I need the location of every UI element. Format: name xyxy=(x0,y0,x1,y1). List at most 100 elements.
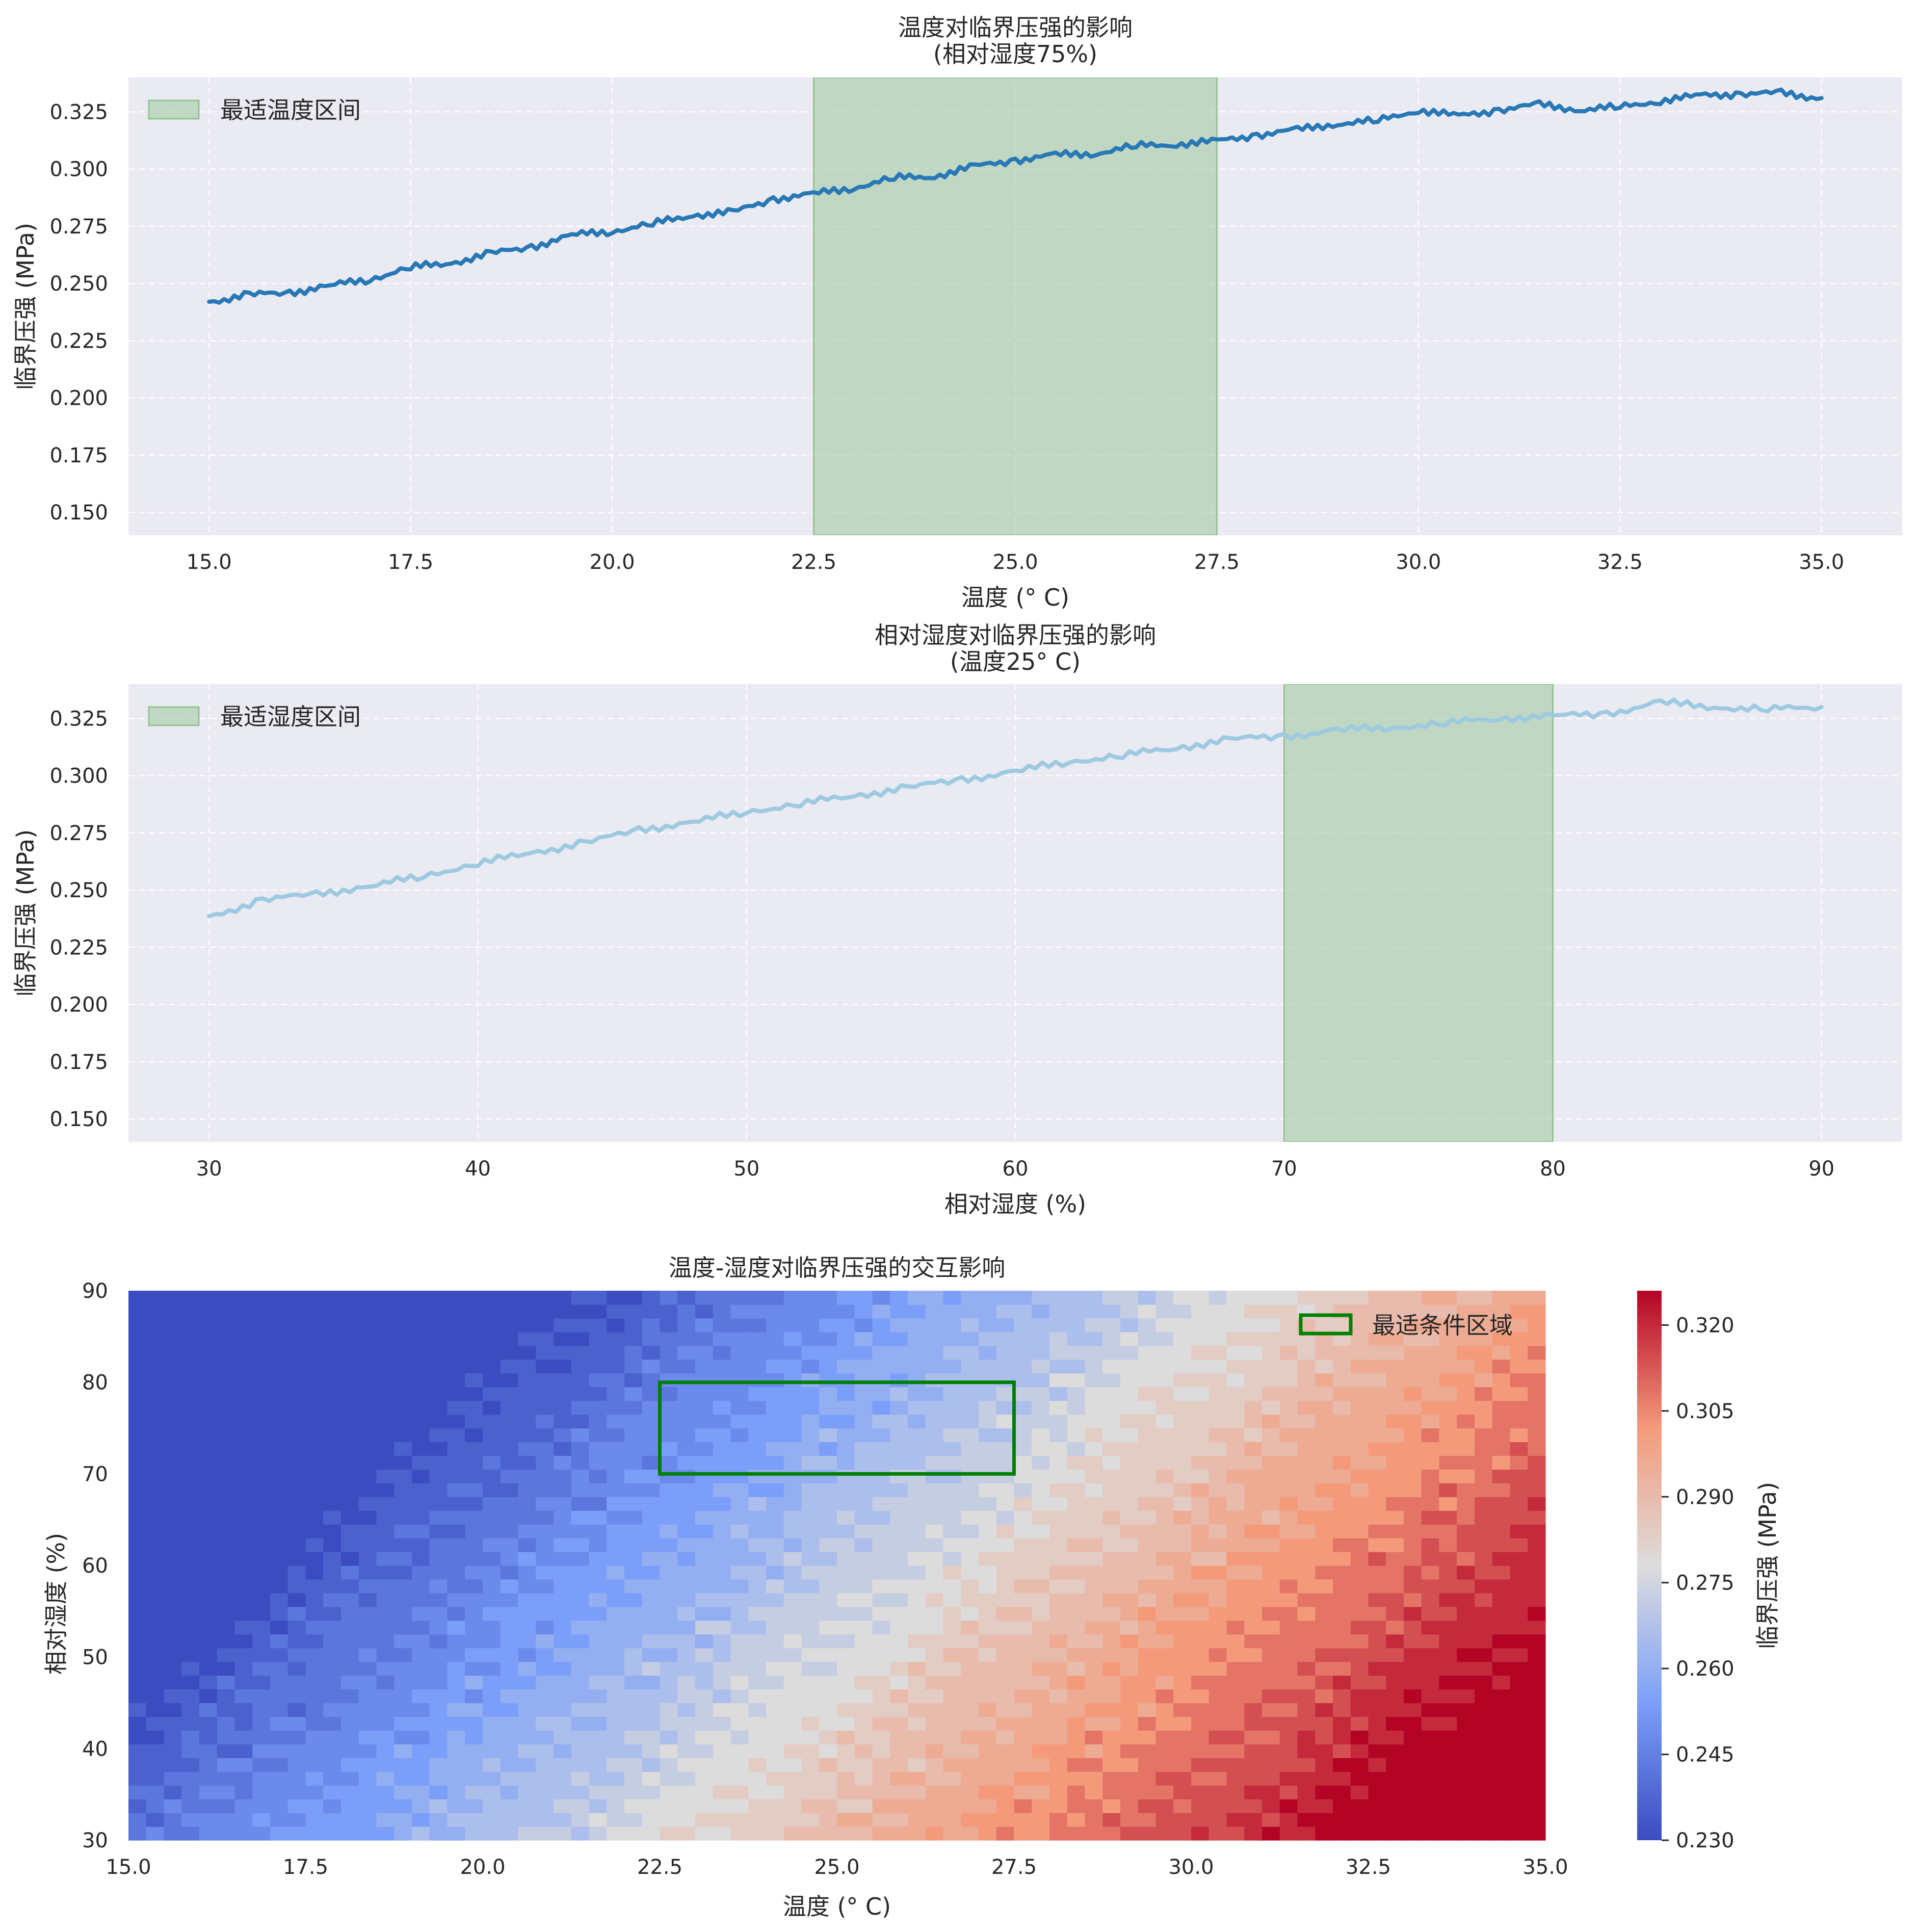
heatmap-cell xyxy=(607,1799,625,1813)
heatmap-cell xyxy=(323,1442,341,1456)
heatmap-cell xyxy=(128,1634,147,1649)
heatmap-cell xyxy=(358,1716,377,1731)
heatmap-cell xyxy=(412,1758,430,1772)
heatmap-cell xyxy=(1226,1689,1245,1704)
heatmap-cell xyxy=(677,1455,696,1470)
heatmap-cell xyxy=(996,1620,1015,1635)
heatmap-cell xyxy=(1457,1524,1475,1538)
heatmap-cell xyxy=(1368,1799,1386,1813)
heatmap-cell xyxy=(1421,1524,1440,1538)
heatmap-cell xyxy=(1315,1730,1333,1744)
heatmap-cell xyxy=(1457,1455,1475,1470)
heatmap-cell xyxy=(164,1442,182,1456)
heatmap-cell xyxy=(695,1400,714,1415)
heatmap-cell xyxy=(429,1331,448,1346)
heatmap-cell xyxy=(996,1414,1015,1429)
heatmap-cell xyxy=(483,1758,501,1772)
heatmap-cell xyxy=(394,1304,412,1319)
heatmap-cell xyxy=(1404,1785,1422,1799)
heatmap-cell xyxy=(181,1634,200,1649)
heatmap-cell xyxy=(1350,1400,1369,1415)
heatmap-cell xyxy=(624,1359,643,1374)
heatmap-cell xyxy=(1085,1538,1103,1552)
heatmap-cell xyxy=(677,1552,696,1566)
heatmap-cell xyxy=(234,1331,253,1346)
heatmap-cell xyxy=(1457,1620,1475,1635)
heatmap-cell xyxy=(1368,1758,1386,1772)
heatmap-cell xyxy=(1333,1634,1351,1649)
heatmap-cell xyxy=(1208,1373,1227,1388)
heatmap-cell xyxy=(642,1730,661,1744)
heatmap-cell xyxy=(890,1813,908,1827)
heatmap-cell xyxy=(943,1469,961,1483)
heatmap-cell xyxy=(1244,1716,1263,1731)
heatmap-cell xyxy=(730,1552,749,1566)
heatmap-cell xyxy=(730,1345,749,1360)
heatmap-cell xyxy=(483,1387,501,1401)
heatmap-cell xyxy=(1510,1331,1528,1346)
heatmap-cell xyxy=(1102,1455,1121,1470)
heatmap-cell xyxy=(996,1744,1015,1758)
heatmap-cell xyxy=(819,1689,837,1704)
heatmap-cell xyxy=(270,1291,288,1305)
heatmap-cell xyxy=(1032,1716,1050,1731)
p1-y-tick-3: 0.225 xyxy=(49,329,108,353)
heatmap-cell xyxy=(1492,1552,1511,1566)
heatmap-cell xyxy=(837,1442,855,1456)
heatmap-cell xyxy=(1173,1689,1192,1704)
heatmap-cell xyxy=(1120,1291,1139,1305)
heatmap-cell xyxy=(1032,1606,1050,1621)
heatmap-cell xyxy=(713,1524,731,1538)
heatmap-cell xyxy=(1457,1744,1475,1758)
heatmap-cell xyxy=(164,1675,182,1690)
heatmap-cell xyxy=(571,1510,590,1525)
heatmap-cell xyxy=(1102,1552,1121,1566)
heatmap-cell xyxy=(943,1620,961,1635)
heatmap-cell xyxy=(1421,1428,1440,1443)
heatmap-cell xyxy=(234,1373,253,1388)
heatmap-cell xyxy=(1208,1359,1227,1374)
heatmap-cell xyxy=(1120,1510,1139,1525)
heatmap-cell xyxy=(1191,1331,1210,1346)
heatmap-cell xyxy=(783,1414,802,1429)
heatmap-cell xyxy=(1492,1387,1511,1401)
heatmap-cell xyxy=(766,1373,784,1388)
heatmap-cell xyxy=(979,1428,997,1443)
heatmap-cell xyxy=(925,1771,944,1786)
heatmap-cell xyxy=(943,1524,961,1538)
heatmap-cell xyxy=(1475,1373,1493,1388)
heatmap-cell xyxy=(1138,1552,1156,1566)
heatmap-cell xyxy=(925,1387,944,1401)
heatmap-cell xyxy=(270,1606,288,1621)
heatmap-cell xyxy=(1386,1703,1404,1717)
heatmap-cell xyxy=(730,1716,749,1731)
heatmap-cell xyxy=(660,1442,678,1456)
heatmap-cell xyxy=(943,1606,961,1621)
heatmap-cell xyxy=(1279,1510,1298,1525)
heatmap-cell xyxy=(1528,1497,1546,1511)
heatmap-cell xyxy=(677,1703,696,1717)
heatmap-cell xyxy=(1173,1469,1192,1483)
heatmap-cell xyxy=(234,1345,253,1360)
heatmap-cell xyxy=(1439,1538,1457,1552)
heatmap-cell xyxy=(1528,1552,1546,1566)
heatmap-cell xyxy=(341,1291,359,1305)
heatmap-cell xyxy=(943,1565,961,1580)
heatmap-cell xyxy=(908,1400,926,1415)
heatmap-cell xyxy=(1279,1497,1298,1511)
heatmap-cell xyxy=(695,1799,714,1813)
heatmap-cell xyxy=(660,1771,678,1786)
heatmap-cell xyxy=(465,1744,483,1758)
heatmap-cell xyxy=(730,1620,749,1635)
heatmap-cell xyxy=(199,1552,218,1566)
heatmap-cell xyxy=(305,1661,324,1676)
heatmap-cell xyxy=(1085,1716,1103,1731)
heatmap-cell xyxy=(766,1565,784,1580)
heatmap-cell xyxy=(1350,1483,1369,1497)
heatmap-cell xyxy=(465,1579,483,1594)
heatmap-cell xyxy=(854,1744,873,1758)
heatmap-cell xyxy=(1208,1455,1227,1470)
heatmap-cell xyxy=(536,1373,554,1388)
heatmap-cell xyxy=(783,1318,802,1333)
heatmap-cell xyxy=(642,1345,661,1360)
